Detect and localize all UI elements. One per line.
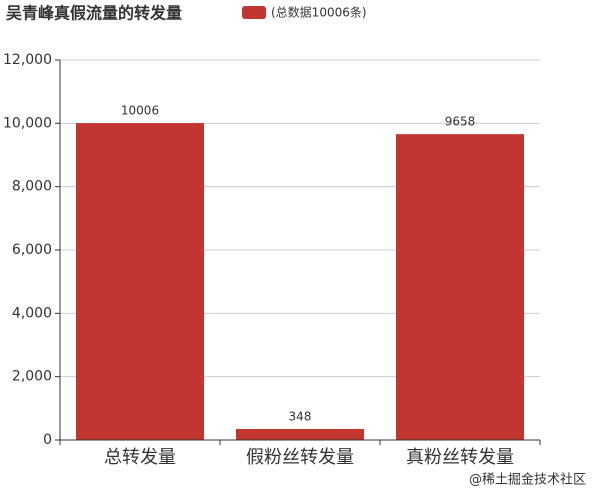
y-tick-label: 10,000 [3,115,52,131]
watermark: @稀土掘金技术社区 [469,472,586,488]
y-tick-label: 6,000 [12,242,52,258]
x-tick-label: 总转发量 [104,447,176,468]
bar [236,428,364,440]
y-tick-label: 12,000 [3,52,52,68]
chart-title: 吴青峰真假流量的转发量 [6,4,182,23]
bar [396,134,524,440]
data-label: 348 [289,409,312,423]
y-tick-label: 8,000 [12,179,52,195]
data-label: 9658 [445,115,476,129]
y-tick-label: 4,000 [12,305,52,321]
bar [76,123,204,440]
x-tick-label: 假粉丝转发量 [246,447,354,468]
y-tick-label: 0 [43,432,52,448]
x-tick-label: 真粉丝转发量 [406,447,514,468]
data-label: 10006 [121,104,159,118]
legend-label: (总数据10006条) [271,5,367,20]
y-tick-label: 2,000 [12,369,52,385]
legend-swatch [242,6,266,19]
